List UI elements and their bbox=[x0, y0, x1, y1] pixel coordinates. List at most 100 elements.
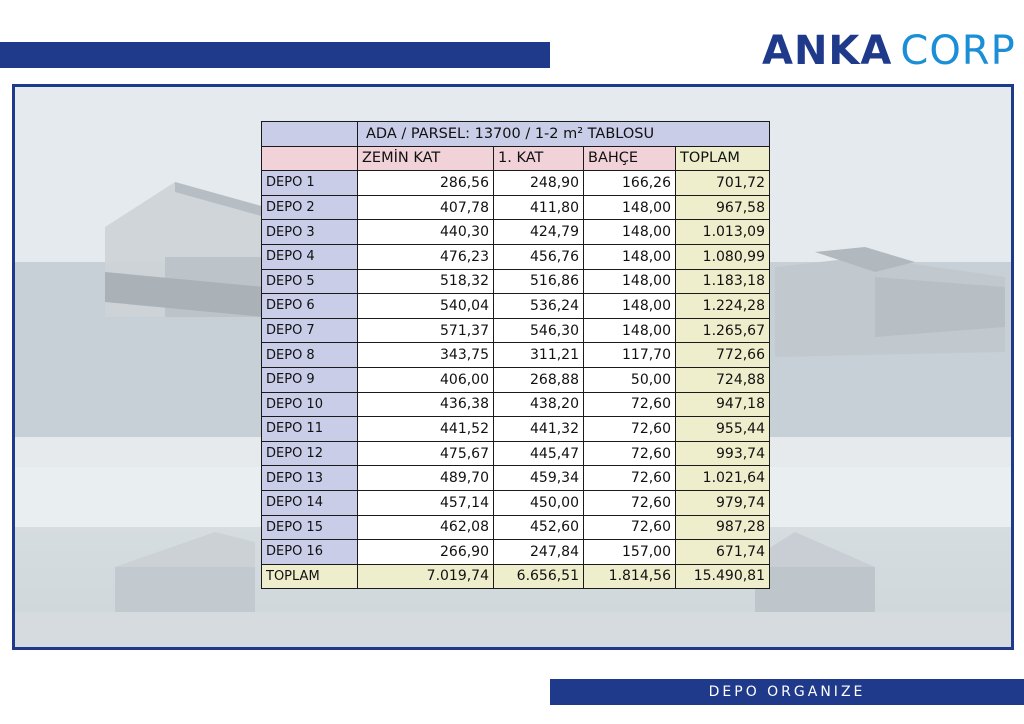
row-zemin: 286,56 bbox=[357, 170, 494, 196]
table-row: DEPO 7 571,37 546,30 148,00 1.265,67 bbox=[261, 317, 770, 344]
row-zemin: 571,37 bbox=[357, 317, 494, 344]
row-label: DEPO 16 bbox=[261, 539, 358, 565]
row-bahce: 148,00 bbox=[583, 243, 676, 270]
row-label: DEPO 9 bbox=[261, 366, 358, 393]
row-bahce: 72,60 bbox=[583, 465, 676, 491]
row-toplam: 1.224,28 bbox=[675, 293, 770, 319]
row-kat: 459,34 bbox=[493, 465, 584, 491]
row-bahce: 72,60 bbox=[583, 416, 676, 442]
row-zemin: 476,23 bbox=[357, 243, 494, 270]
header-bahce: BAHÇE bbox=[583, 145, 676, 172]
row-kat: 456,76 bbox=[493, 243, 584, 270]
row-zemin: 436,38 bbox=[357, 391, 494, 418]
table-row: DEPO 11 441,52 441,32 72,60 955,44 bbox=[261, 416, 770, 442]
table-row: DEPO 16 266,90 247,84 157,00 671,74 bbox=[261, 539, 770, 565]
row-label: DEPO 4 bbox=[261, 243, 358, 270]
row-bahce: 72,60 bbox=[583, 440, 676, 467]
logo-corp-text: CORP bbox=[900, 28, 1016, 74]
row-bahce: 72,60 bbox=[583, 391, 676, 418]
row-bahce: 117,70 bbox=[583, 342, 676, 368]
row-zemin: 266,90 bbox=[357, 539, 494, 565]
table-row: DEPO 9 406,00 268,88 50,00 724,88 bbox=[261, 366, 770, 393]
anka-corp-logo: ANKA CORP bbox=[762, 28, 1016, 74]
row-label: DEPO 12 bbox=[261, 440, 358, 467]
row-toplam: 993,74 bbox=[675, 440, 770, 467]
row-kat: 268,88 bbox=[493, 366, 584, 393]
row-kat: 247,84 bbox=[493, 539, 584, 565]
row-zemin: 475,67 bbox=[357, 440, 494, 467]
row-kat: 445,47 bbox=[493, 440, 584, 467]
row-toplam: 1.265,67 bbox=[675, 317, 770, 344]
row-toplam: 967,58 bbox=[675, 194, 770, 221]
row-zemin: 540,04 bbox=[357, 293, 494, 319]
row-kat: 311,21 bbox=[493, 342, 584, 368]
row-bahce: 148,00 bbox=[583, 293, 676, 319]
table-title-row: ADA / PARSEL: 13700 / 1-2 m² TABLOSU bbox=[261, 121, 770, 147]
row-kat: 424,79 bbox=[493, 219, 584, 245]
header-zemin: ZEMİN KAT bbox=[357, 145, 494, 172]
total-toplam: 15.490,81 bbox=[675, 563, 770, 590]
row-bahce: 148,00 bbox=[583, 194, 676, 221]
row-label: DEPO 7 bbox=[261, 317, 358, 344]
row-label: DEPO 2 bbox=[261, 194, 358, 221]
total-bahce: 1.814,56 bbox=[583, 563, 676, 590]
row-kat: 450,00 bbox=[493, 489, 584, 516]
row-kat: 411,80 bbox=[493, 194, 584, 221]
row-label: DEPO 6 bbox=[261, 293, 358, 319]
row-label: DEPO 10 bbox=[261, 391, 358, 418]
row-bahce: 148,00 bbox=[583, 219, 676, 245]
row-label: DEPO 5 bbox=[261, 268, 358, 295]
table-row: DEPO 2 407,78 411,80 148,00 967,58 bbox=[261, 194, 770, 221]
row-toplam: 1.021,64 bbox=[675, 465, 770, 491]
row-toplam: 979,74 bbox=[675, 489, 770, 516]
bottom-title-text: DEPO ORGANIZE bbox=[708, 684, 866, 700]
header-toplam: TOPLAM bbox=[675, 145, 770, 172]
row-kat: 546,30 bbox=[493, 317, 584, 344]
top-accent-bar bbox=[0, 42, 550, 68]
table-row: DEPO 15 462,08 452,60 72,60 987,28 bbox=[261, 514, 770, 541]
row-kat: 441,32 bbox=[493, 416, 584, 442]
header-kat: 1. KAT bbox=[493, 145, 584, 172]
total-kat: 6.656,51 bbox=[493, 563, 584, 590]
header-corner-cell bbox=[261, 145, 358, 172]
bottom-title-bar: DEPO ORGANIZE bbox=[550, 679, 1024, 705]
row-label: DEPO 11 bbox=[261, 416, 358, 442]
table-body: DEPO 1 286,56 248,90 166,26 701,72 DEPO 2 407,… bbox=[261, 170, 770, 565]
content-frame: ADA / PARSEL: 13700 / 1-2 m² TABLOSU ZEM… bbox=[12, 84, 1014, 650]
row-bahce: 148,00 bbox=[583, 317, 676, 344]
area-table-wrapper: ADA / PARSEL: 13700 / 1-2 m² TABLOSU ZEM… bbox=[261, 121, 770, 590]
table-row: DEPO 1 286,56 248,90 166,26 701,72 bbox=[261, 170, 770, 196]
row-toplam: 724,88 bbox=[675, 366, 770, 393]
table-header-row: ZEMİN KAT 1. KAT BAHÇE TOPLAM bbox=[261, 145, 770, 172]
row-zemin: 406,00 bbox=[357, 366, 494, 393]
row-kat: 536,24 bbox=[493, 293, 584, 319]
row-toplam: 1.080,99 bbox=[675, 243, 770, 270]
row-bahce: 166,26 bbox=[583, 170, 676, 196]
logo-anka-text: ANKA bbox=[762, 28, 893, 74]
table-row: DEPO 3 440,30 424,79 148,00 1.013,09 bbox=[261, 219, 770, 245]
table-row: DEPO 12 475,67 445,47 72,60 993,74 bbox=[261, 440, 770, 467]
total-label: TOPLAM bbox=[261, 563, 358, 590]
row-label: DEPO 13 bbox=[261, 465, 358, 491]
row-label: DEPO 8 bbox=[261, 342, 358, 368]
row-zemin: 462,08 bbox=[357, 514, 494, 541]
table-row: DEPO 5 518,32 516,86 148,00 1.183,18 bbox=[261, 268, 770, 295]
row-toplam: 1.183,18 bbox=[675, 268, 770, 295]
row-toplam: 772,66 bbox=[675, 342, 770, 368]
total-zemin: 7.019,74 bbox=[357, 563, 494, 590]
row-toplam: 955,44 bbox=[675, 416, 770, 442]
title-corner-cell bbox=[261, 121, 358, 147]
row-zemin: 489,70 bbox=[357, 465, 494, 491]
row-bahce: 148,00 bbox=[583, 268, 676, 295]
row-toplam: 1.013,09 bbox=[675, 219, 770, 245]
row-bahce: 72,60 bbox=[583, 489, 676, 516]
row-bahce: 50,00 bbox=[583, 366, 676, 393]
row-zemin: 518,32 bbox=[357, 268, 494, 295]
table-row: DEPO 14 457,14 450,00 72,60 979,74 bbox=[261, 489, 770, 516]
table-row: DEPO 8 343,75 311,21 117,70 772,66 bbox=[261, 342, 770, 368]
row-zemin: 441,52 bbox=[357, 416, 494, 442]
row-kat: 516,86 bbox=[493, 268, 584, 295]
row-zemin: 440,30 bbox=[357, 219, 494, 245]
row-label: DEPO 3 bbox=[261, 219, 358, 245]
